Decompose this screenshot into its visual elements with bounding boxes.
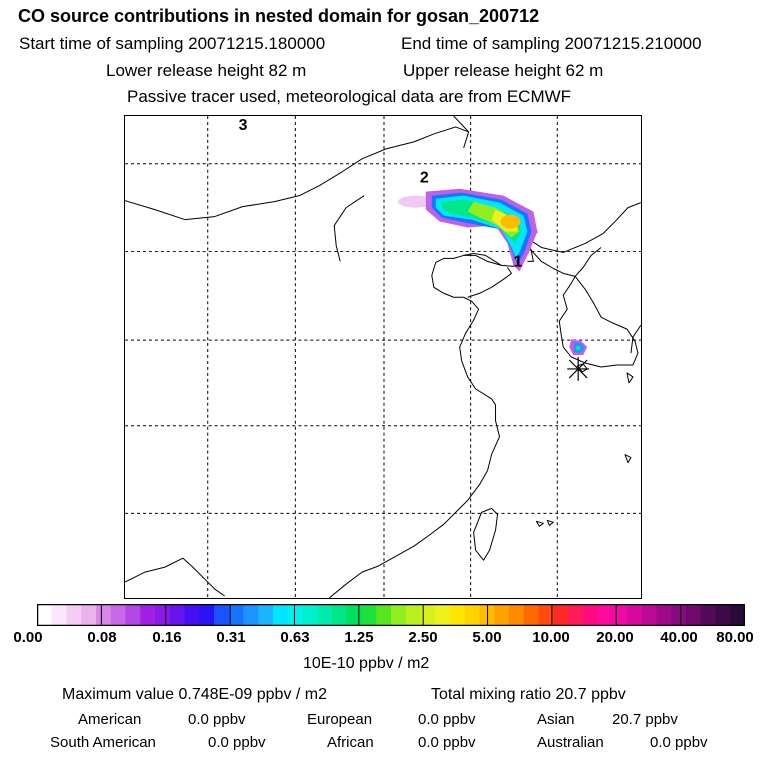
south-american-label: South American — [50, 734, 156, 751]
colorbar-tick: 2.50 — [408, 629, 438, 646]
colorbar-swatch — [612, 604, 628, 626]
colorbar-unit: 10E-10 ppbv / m2 — [303, 655, 430, 672]
colorbar-border — [37, 604, 745, 626]
colorbar-swatch — [641, 604, 657, 626]
asian-label: Asian — [537, 711, 575, 728]
point-label-2: 2 — [420, 170, 429, 187]
colorbar-swatch — [214, 604, 230, 626]
colorbar-swatch — [627, 604, 643, 626]
point-label-1: 1 — [513, 253, 522, 270]
colorbar-swatch — [405, 604, 421, 626]
australian-value: 0.0 ppbv — [650, 734, 708, 751]
colorbar-swatch — [582, 604, 598, 626]
colorbar-swatch — [568, 604, 584, 626]
colorbar-tick: 40.00 — [660, 629, 698, 646]
colorbar-swatch — [391, 604, 407, 626]
colorbar-tick: 0.00 — [13, 629, 43, 646]
colorbar-swatch — [184, 604, 200, 626]
colorbar-swatch — [155, 604, 171, 626]
colorbar-tick: 0.63 — [280, 629, 310, 646]
colorbar-swatch — [125, 604, 141, 626]
colorbar-swatch — [686, 604, 702, 626]
point-label-3: 3 — [239, 117, 248, 134]
colorbar-swatch — [597, 604, 613, 626]
colorbar-swatch — [199, 604, 215, 626]
colorbar-swatch — [110, 604, 126, 626]
european-label: European — [307, 711, 373, 728]
colorbar — [37, 604, 745, 626]
colorbar-swatch — [494, 604, 510, 626]
australian-label: Australian — [537, 734, 604, 751]
colorbar-swatch — [317, 604, 333, 626]
colorbar-swatch — [464, 604, 480, 626]
plot-title: CO source contributions in nested domain… — [18, 6, 540, 26]
colorbar-swatch — [81, 604, 97, 626]
tracer-note-text: Passive tracer used, meteorological data… — [127, 87, 572, 106]
colorbar-swatch — [66, 604, 82, 626]
colorbar-swatch — [346, 604, 362, 626]
american-value: 0.0 ppbv — [188, 711, 246, 728]
colorbar-tick: 5.00 — [472, 629, 502, 646]
colorbar-swatch — [258, 604, 274, 626]
colorbar-swatch — [228, 604, 244, 626]
colorbar-tick: 80.00 — [716, 629, 754, 646]
colorbar-swatch — [715, 604, 731, 626]
colorbar-tick: 10.00 — [532, 629, 570, 646]
colorbar-swatch — [376, 604, 392, 626]
colorbar-swatch — [450, 604, 466, 626]
colorbar-swatch — [51, 604, 67, 626]
african-value: 0.0 ppbv — [418, 734, 476, 751]
colorbar-swatch — [538, 604, 554, 626]
colorbar-swatch — [243, 604, 259, 626]
colorbar-tick: 0.31 — [216, 629, 246, 646]
colorbar-swatch — [523, 604, 539, 626]
european-value: 0.0 ppbv — [418, 711, 476, 728]
colorbar-swatch — [37, 604, 53, 626]
colorbar-swatch — [302, 604, 318, 626]
colorbar-swatch — [361, 604, 377, 626]
american-label: American — [78, 711, 142, 728]
colorbar-swatch — [553, 604, 569, 626]
colorbar-swatch — [273, 604, 289, 626]
upper-release-text: Upper release height 62 m — [403, 61, 604, 80]
colorbar-swatch — [509, 604, 525, 626]
asian-value: 20.7 ppbv — [612, 711, 678, 728]
map-panel: 1 2 3 — [124, 115, 642, 599]
colorbar-swatch — [671, 604, 687, 626]
african-label: African — [327, 734, 374, 751]
colorbar-tick: 1.25 — [344, 629, 374, 646]
coastlines — [125, 116, 641, 598]
lower-release-text: Lower release height 82 m — [106, 61, 307, 80]
colorbar-swatch — [700, 604, 716, 626]
colorbar-swatch — [435, 604, 451, 626]
south-american-value: 0.0 ppbv — [208, 734, 266, 751]
colorbar-swatch — [332, 604, 348, 626]
colorbar-tick: 20.00 — [596, 629, 634, 646]
total-mixing-text: Total mixing ratio 20.7 ppbv — [431, 686, 626, 703]
colorbar-swatch — [730, 604, 745, 626]
colorbar-swatch — [96, 604, 112, 626]
end-time-text: End time of sampling 20071215.210000 — [401, 34, 702, 53]
colorbar-swatch — [287, 604, 303, 626]
colorbar-swatch — [169, 604, 185, 626]
concentration-plume — [397, 188, 588, 356]
graticule — [125, 116, 641, 598]
max-value-text: Maximum value 0.748E-09 ppbv / m2 — [62, 686, 328, 703]
colorbar-swatch — [656, 604, 672, 626]
start-time-text: Start time of sampling 20071215.180000 — [19, 34, 326, 53]
colorbar-swatch — [420, 604, 436, 626]
asterisk-icon — [567, 357, 590, 381]
colorbar-swatch — [140, 604, 156, 626]
colorbar-tick: 0.08 — [87, 629, 117, 646]
colorbar-tick: 0.16 — [152, 629, 182, 646]
